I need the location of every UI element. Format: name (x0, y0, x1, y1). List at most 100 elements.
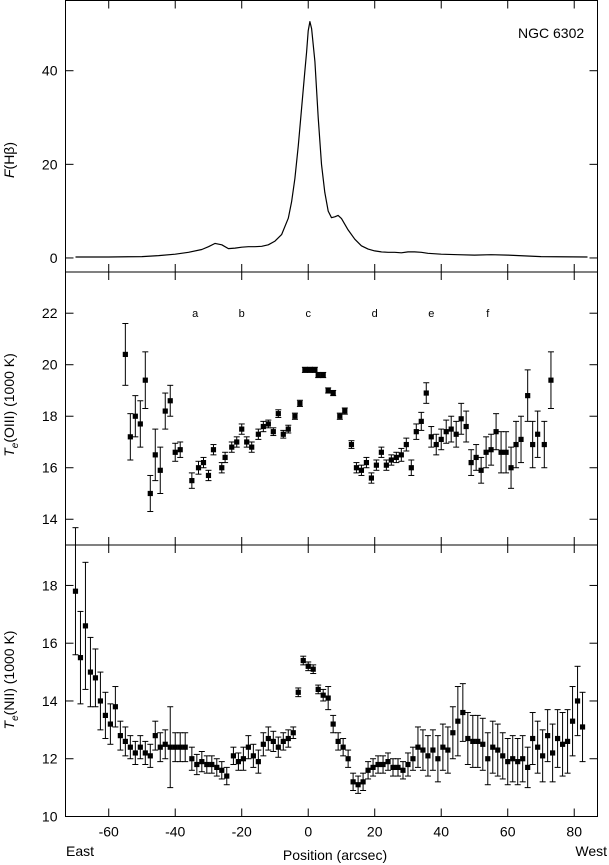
data-point (97, 698, 104, 704)
data-point (280, 738, 286, 745)
data-point (569, 718, 576, 724)
flux-panel: 0 20 40 (42, 0, 598, 272)
data-point (483, 449, 489, 455)
x-tick-label: 40 (433, 824, 449, 840)
data-point (315, 372, 321, 378)
data-point (508, 465, 514, 471)
data-point (468, 459, 474, 466)
data-point (540, 753, 546, 759)
data-point (240, 756, 246, 762)
y-tick-label: 16 (42, 635, 58, 651)
data-point (152, 733, 158, 739)
data-point (142, 750, 148, 756)
x-tick-label: 60 (500, 824, 516, 840)
region-label: c (305, 308, 311, 320)
data-point (443, 429, 449, 435)
data-point (285, 735, 291, 742)
y-tick-label: 0 (50, 250, 58, 266)
te-nii-panel: 10 12 14 16 18 -60 -40 -20 0 20 40 60 80 (42, 527, 598, 840)
data-point (513, 441, 519, 448)
data-point (230, 753, 237, 759)
data-point (368, 475, 374, 481)
data-point (142, 377, 148, 383)
data-point (265, 421, 271, 427)
y-tick-label: 12 (42, 751, 58, 767)
data-point (72, 588, 79, 594)
y-tick-label: 20 (42, 357, 58, 373)
data-point (360, 779, 366, 785)
data-point (292, 413, 298, 419)
data-point (275, 744, 281, 750)
data-point (515, 759, 521, 765)
data-point (204, 761, 210, 768)
data-point (405, 761, 411, 768)
data-point (117, 733, 123, 739)
data-point (127, 744, 133, 750)
data-point (525, 764, 531, 770)
data-point (505, 759, 511, 765)
data-point (425, 753, 431, 759)
y-tick-label: 10 (42, 809, 58, 825)
data-point (520, 756, 526, 762)
data-point (559, 741, 566, 747)
data-point (395, 764, 401, 770)
data-point (550, 750, 556, 756)
data-point (270, 429, 276, 435)
data-point (545, 733, 551, 739)
data-point (574, 698, 581, 704)
region-label: d (372, 308, 378, 320)
data-point (189, 756, 195, 762)
data-point (473, 454, 479, 461)
data-point (541, 441, 547, 448)
data-point (112, 704, 118, 710)
data-point (122, 351, 128, 358)
y-tick-label: 14 (42, 511, 58, 527)
x-tick-label: -40 (165, 824, 185, 840)
data-point (305, 663, 311, 669)
data-point (297, 400, 303, 406)
data-point (137, 421, 143, 427)
data-point (157, 467, 163, 473)
data-point (413, 429, 419, 435)
x-axis-label: Position (arcsec) (283, 847, 387, 863)
data-point (335, 738, 341, 745)
data-point (535, 431, 541, 437)
data-point (564, 738, 571, 745)
flux-y-axis-label: F(Hβ) (1, 142, 17, 178)
data-point (493, 429, 499, 435)
data-point (340, 744, 346, 750)
data-point (400, 767, 406, 773)
y-tick-label: 18 (42, 577, 58, 593)
data-point (485, 756, 491, 762)
data-point (530, 735, 536, 742)
x-tick-label: 20 (367, 824, 383, 840)
data-point (177, 447, 183, 453)
data-point (448, 426, 454, 432)
data-point (415, 744, 421, 750)
data-point (177, 744, 183, 750)
y-tick-label: 22 (42, 305, 58, 321)
data-point (157, 744, 163, 750)
x-tick-label: 0 (304, 824, 312, 840)
data-point (250, 753, 256, 759)
data-point (345, 756, 351, 762)
data-point (260, 741, 266, 747)
data-point (330, 721, 336, 727)
y-tick-label: 40 (42, 63, 58, 79)
data-point (408, 465, 414, 471)
data-point (450, 730, 456, 736)
data-point (445, 747, 451, 753)
data-point (92, 675, 99, 681)
data-point (460, 709, 466, 716)
data-point (475, 738, 481, 745)
data-point (530, 441, 536, 448)
data-point (189, 478, 195, 484)
data-point (383, 462, 389, 468)
data-point (420, 747, 426, 753)
data-point (234, 439, 240, 445)
data-point (315, 686, 321, 693)
data-point (82, 623, 89, 629)
data-point (162, 741, 168, 747)
data-point (342, 408, 348, 414)
data-point (500, 753, 506, 759)
